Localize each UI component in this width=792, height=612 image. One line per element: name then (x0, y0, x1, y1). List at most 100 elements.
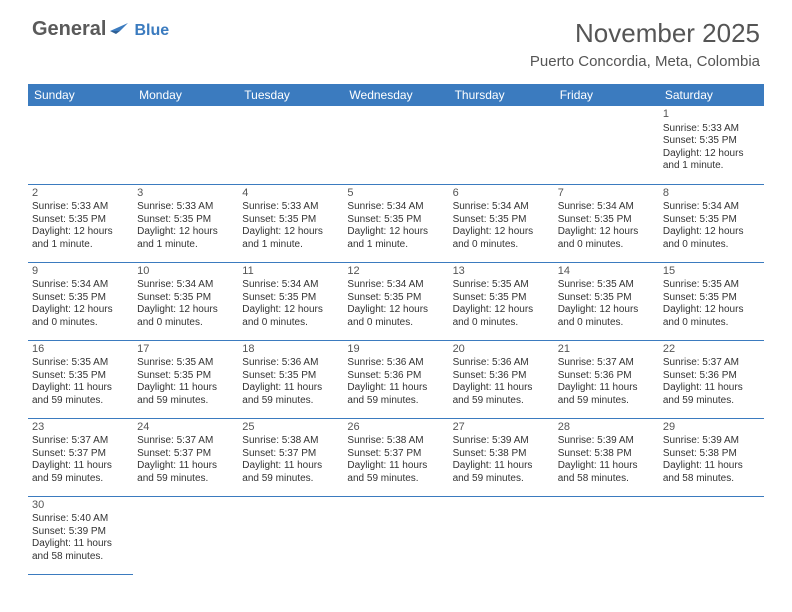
calendar-cell-empty (133, 106, 238, 184)
weekday-header: Tuesday (238, 84, 343, 106)
calendar-cell: 5Sunrise: 5:34 AMSunset: 5:35 PMDaylight… (343, 184, 448, 262)
calendar-cell: 29Sunrise: 5:39 AMSunset: 5:38 PMDayligh… (659, 418, 764, 496)
day-daylight2: and 59 minutes. (347, 473, 444, 486)
day-daylight2: and 0 minutes. (242, 317, 339, 330)
day-daylight1: Daylight: 11 hours (663, 460, 760, 473)
day-daylight2: and 59 minutes. (453, 473, 550, 486)
day-daylight1: Daylight: 11 hours (32, 538, 129, 551)
day-daylight2: and 1 minute. (242, 239, 339, 252)
logo-text-general: General (32, 18, 106, 41)
day-daylight2: and 59 minutes. (663, 395, 760, 408)
calendar-cell: 22Sunrise: 5:37 AMSunset: 5:36 PMDayligh… (659, 340, 764, 418)
calendar-cell: 26Sunrise: 5:38 AMSunset: 5:37 PMDayligh… (343, 418, 448, 496)
day-daylight1: Daylight: 12 hours (242, 304, 339, 317)
day-sunrise: Sunrise: 5:34 AM (137, 279, 234, 292)
day-sunset: Sunset: 5:35 PM (663, 292, 760, 305)
day-sunset: Sunset: 5:36 PM (347, 370, 444, 383)
day-daylight2: and 0 minutes. (347, 317, 444, 330)
day-sunset: Sunset: 5:35 PM (453, 214, 550, 227)
day-sunrise: Sunrise: 5:34 AM (453, 201, 550, 214)
day-daylight1: Daylight: 11 hours (137, 460, 234, 473)
day-number: 24 (137, 421, 234, 435)
day-sunrise: Sunrise: 5:39 AM (663, 435, 760, 448)
day-sunset: Sunset: 5:38 PM (558, 448, 655, 461)
day-sunrise: Sunrise: 5:35 AM (453, 279, 550, 292)
calendar-cell-empty (133, 496, 238, 574)
day-sunrise: Sunrise: 5:34 AM (347, 279, 444, 292)
day-daylight1: Daylight: 12 hours (558, 226, 655, 239)
day-sunset: Sunset: 5:35 PM (242, 214, 339, 227)
day-sunrise: Sunrise: 5:34 AM (32, 279, 129, 292)
day-number: 26 (347, 421, 444, 435)
calendar-cell: 2Sunrise: 5:33 AMSunset: 5:35 PMDaylight… (28, 184, 133, 262)
calendar-cell: 18Sunrise: 5:36 AMSunset: 5:35 PMDayligh… (238, 340, 343, 418)
day-sunset: Sunset: 5:37 PM (32, 448, 129, 461)
calendar-cell: 15Sunrise: 5:35 AMSunset: 5:35 PMDayligh… (659, 262, 764, 340)
weekday-header: Friday (554, 84, 659, 106)
calendar-cell: 4Sunrise: 5:33 AMSunset: 5:35 PMDaylight… (238, 184, 343, 262)
location-subtitle: Puerto Concordia, Meta, Colombia (530, 53, 760, 70)
calendar-table: SundayMondayTuesdayWednesdayThursdayFrid… (28, 84, 764, 575)
day-daylight2: and 59 minutes. (242, 473, 339, 486)
day-daylight2: and 1 minute. (663, 160, 760, 173)
day-number: 25 (242, 421, 339, 435)
calendar-cell: 7Sunrise: 5:34 AMSunset: 5:35 PMDaylight… (554, 184, 659, 262)
day-daylight1: Daylight: 12 hours (137, 304, 234, 317)
day-sunrise: Sunrise: 5:36 AM (242, 357, 339, 370)
day-daylight1: Daylight: 12 hours (558, 304, 655, 317)
day-number: 5 (347, 187, 444, 201)
day-number: 18 (242, 343, 339, 357)
calendar-cell: 16Sunrise: 5:35 AMSunset: 5:35 PMDayligh… (28, 340, 133, 418)
calendar-cell: 23Sunrise: 5:37 AMSunset: 5:37 PMDayligh… (28, 418, 133, 496)
logo: General Blue (32, 18, 169, 41)
day-daylight1: Daylight: 11 hours (347, 382, 444, 395)
day-number: 11 (242, 265, 339, 279)
day-daylight1: Daylight: 12 hours (453, 226, 550, 239)
day-number: 15 (663, 265, 760, 279)
day-number: 21 (558, 343, 655, 357)
title-block: November 2025 Puerto Concordia, Meta, Co… (530, 18, 760, 70)
day-sunrise: Sunrise: 5:37 AM (32, 435, 129, 448)
day-sunrise: Sunrise: 5:35 AM (663, 279, 760, 292)
calendar-header-row: SundayMondayTuesdayWednesdayThursdayFrid… (28, 84, 764, 106)
day-daylight2: and 59 minutes. (32, 395, 129, 408)
day-number: 14 (558, 265, 655, 279)
day-sunrise: Sunrise: 5:39 AM (453, 435, 550, 448)
weekday-header: Sunday (28, 84, 133, 106)
day-number: 23 (32, 421, 129, 435)
calendar-cell: 12Sunrise: 5:34 AMSunset: 5:35 PMDayligh… (343, 262, 448, 340)
day-sunset: Sunset: 5:35 PM (347, 292, 444, 305)
day-sunrise: Sunrise: 5:35 AM (32, 357, 129, 370)
day-number: 28 (558, 421, 655, 435)
calendar-cell: 10Sunrise: 5:34 AMSunset: 5:35 PMDayligh… (133, 262, 238, 340)
day-sunrise: Sunrise: 5:34 AM (663, 201, 760, 214)
day-daylight2: and 58 minutes. (32, 551, 129, 564)
day-daylight1: Daylight: 11 hours (347, 460, 444, 473)
calendar-cell-empty (449, 496, 554, 574)
day-sunset: Sunset: 5:36 PM (663, 370, 760, 383)
day-sunrise: Sunrise: 5:35 AM (558, 279, 655, 292)
day-number: 30 (32, 499, 129, 513)
day-daylight1: Daylight: 12 hours (32, 304, 129, 317)
day-sunset: Sunset: 5:35 PM (663, 135, 760, 148)
weekday-header: Thursday (449, 84, 554, 106)
day-daylight1: Daylight: 11 hours (558, 460, 655, 473)
day-sunrise: Sunrise: 5:36 AM (347, 357, 444, 370)
day-sunset: Sunset: 5:35 PM (32, 214, 129, 227)
day-sunset: Sunset: 5:37 PM (137, 448, 234, 461)
day-daylight2: and 0 minutes. (453, 317, 550, 330)
day-number: 7 (558, 187, 655, 201)
day-daylight2: and 59 minutes. (32, 473, 129, 486)
day-daylight2: and 1 minute. (347, 239, 444, 252)
day-number: 22 (663, 343, 760, 357)
day-sunset: Sunset: 5:35 PM (137, 370, 234, 383)
day-sunset: Sunset: 5:38 PM (453, 448, 550, 461)
day-number: 17 (137, 343, 234, 357)
day-daylight1: Daylight: 11 hours (453, 460, 550, 473)
calendar-cell: 8Sunrise: 5:34 AMSunset: 5:35 PMDaylight… (659, 184, 764, 262)
calendar-cell-empty (554, 496, 659, 574)
calendar-cell-empty (28, 106, 133, 184)
day-sunrise: Sunrise: 5:33 AM (242, 201, 339, 214)
day-daylight2: and 59 minutes. (242, 395, 339, 408)
day-daylight2: and 0 minutes. (453, 239, 550, 252)
